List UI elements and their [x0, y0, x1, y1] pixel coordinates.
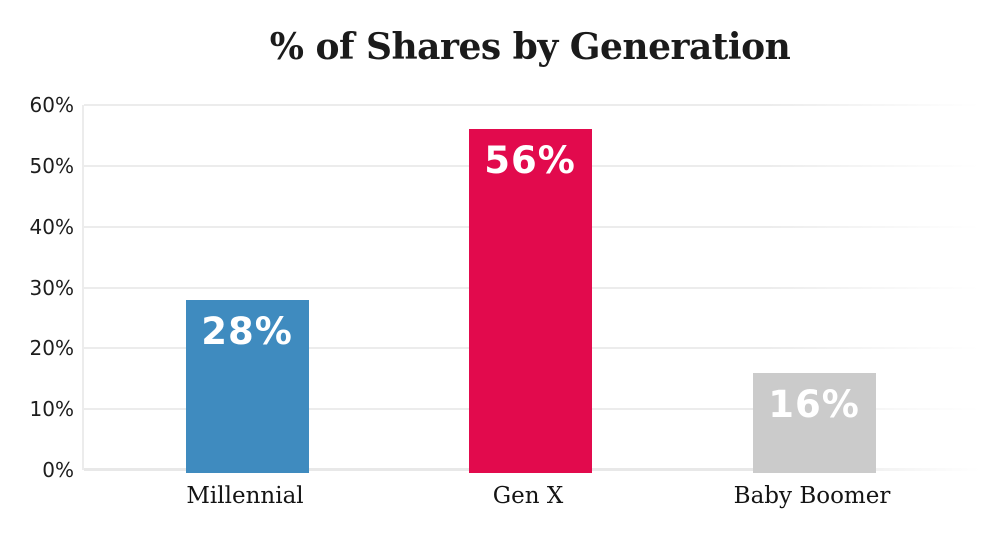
bar-gen-x: 56% — [468, 129, 592, 473]
bar-millennial: 28% — [185, 299, 309, 473]
bar-baby-boomer: 16% — [752, 372, 876, 473]
y-tick-label: 20% — [29, 336, 74, 361]
y-axis: 0% 10% 20% 30% 40% 50% 60% — [0, 94, 74, 481]
gridline — [84, 104, 980, 106]
x-tick-label-baby-boomer: Baby Boomer — [733, 483, 891, 509]
y-tick-label: 40% — [29, 214, 74, 239]
y-tick-label: 10% — [29, 397, 74, 422]
y-tick-label: 0% — [42, 458, 74, 482]
bar-value-label: 28% — [201, 309, 293, 353]
bar-value-label: 56% — [484, 139, 576, 183]
x-tick-label-millennial: Millennial — [186, 483, 304, 509]
chart-title: % of Shares by Generation — [269, 26, 791, 68]
x-tick-label-gen-x: Gen X — [492, 483, 564, 509]
bar-value-label: 16% — [768, 382, 860, 426]
x-axis: Millennial Gen X Baby Boomer — [0, 480, 1000, 514]
y-tick-label: 30% — [29, 275, 74, 300]
y-tick-label: 60% — [29, 93, 74, 117]
plot-area: 28% 56% 16% — [82, 104, 980, 473]
y-tick-label: 50% — [29, 153, 74, 178]
